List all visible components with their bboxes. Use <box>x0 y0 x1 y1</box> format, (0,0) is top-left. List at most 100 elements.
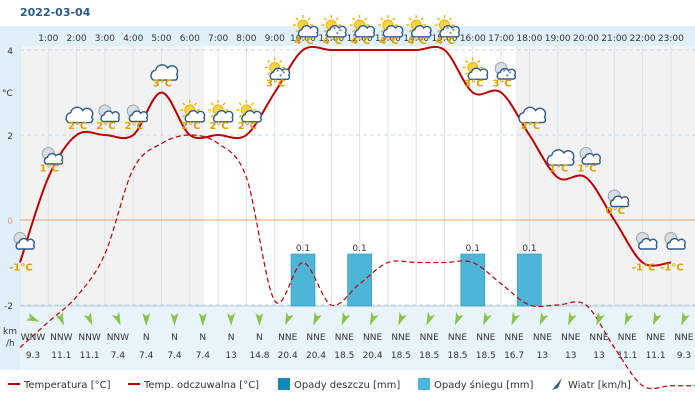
cloud-shape <box>128 110 149 123</box>
hour-label: 20:00 <box>573 34 599 44</box>
temperature-label: 2°C <box>181 121 200 132</box>
sun-ray <box>182 102 186 106</box>
snow-bar <box>517 253 542 307</box>
hour-label: 3:00 <box>95 34 115 44</box>
wind-speed: 20.4 <box>306 351 326 361</box>
chart-date: 2022-03-04 <box>20 6 91 19</box>
wind-direction: NNE <box>420 333 439 343</box>
sun-ray <box>210 114 214 118</box>
hour-label: 11:00 <box>318 34 344 44</box>
legend-swatch <box>418 378 430 390</box>
night-band-early <box>20 46 205 306</box>
legend-item: Opady śniegu [mm] <box>418 378 534 391</box>
temperature-label: 0°C <box>606 206 625 217</box>
wind-speed: 18.5 <box>476 351 496 361</box>
wind-direction: NNE <box>533 333 552 343</box>
sun-ray <box>408 29 412 33</box>
wind-arrow-shape <box>596 311 605 326</box>
wind-direction: N <box>228 333 235 343</box>
hour-label: 17:00 <box>488 34 514 44</box>
wind-arrow-icon <box>55 311 64 326</box>
wind-speed: 7.4 <box>139 351 154 361</box>
temperature-label: 2°C <box>521 121 540 132</box>
wind-arrow-shape <box>568 311 577 326</box>
snow-bars: 0.1 0.1 0.1 0.1 <box>290 244 542 307</box>
wind-speed: 9.3 <box>26 351 40 361</box>
cloudy-night-icon <box>607 189 630 208</box>
wind-arrow-shape <box>426 311 436 326</box>
snowflake: * <box>279 74 282 81</box>
wind-arrow-shape <box>198 313 207 326</box>
hour-label: 8:00 <box>236 34 256 44</box>
temperature-label: 3°C <box>266 79 285 90</box>
wind-arrow-icon <box>426 311 436 326</box>
temperature-label: 4°C <box>294 36 313 47</box>
wind-arrow-icon <box>483 311 492 326</box>
sun-ray <box>364 17 368 21</box>
cloud-shape <box>354 25 376 38</box>
hour-label: 13:00 <box>375 34 401 44</box>
y-axis-ticks: -2 0 2 4 <box>4 47 13 312</box>
wind-speed: 13 <box>537 351 548 361</box>
wind-direction: NNE <box>476 333 495 343</box>
temperature-label: 3°C <box>492 79 511 90</box>
partly-sunny-icon <box>179 100 206 123</box>
partly-sunny-icon <box>462 57 489 80</box>
wind-arrow-icon <box>255 313 264 326</box>
wind-arrow-icon <box>369 311 379 326</box>
temperature-label: 2°C <box>96 121 115 132</box>
wind-arrow-shape <box>341 311 351 326</box>
feels-like-line <box>19 134 695 390</box>
partly-sunny-icon <box>377 15 404 38</box>
sun-ray <box>238 102 242 106</box>
y-axis-unit: °C <box>2 89 13 99</box>
sun-ray <box>182 114 186 118</box>
hour-label: 1:00 <box>38 34 58 44</box>
hour-label: 12:00 <box>347 34 373 44</box>
snow-bar-label: 0.1 <box>296 244 310 254</box>
wind-arrow-shape <box>511 311 521 326</box>
partly-sunny-icon <box>236 100 262 123</box>
y-tick-label: -2 <box>4 302 13 312</box>
wind-row: WNW 9.3 NNW 11.1 NNW 11.1 NNW 7.4 N 7.4 N 7.4 N 7.4 N 1… <box>21 311 694 361</box>
wind-speed: 13 <box>565 351 576 361</box>
hour-label: 15:00 <box>432 34 458 44</box>
temperature-lines <box>19 45 695 390</box>
wind-speed: 11.1 <box>51 351 71 361</box>
wind-speed: 18.5 <box>334 351 354 361</box>
cloud-shape <box>150 64 179 81</box>
temperature-label: 1°C <box>577 164 596 175</box>
sun-ray <box>408 17 412 21</box>
temperature-line <box>19 45 672 267</box>
wind-direction: N <box>171 333 178 343</box>
hour-label: 23:00 <box>658 34 684 44</box>
temperature-label: 4°C <box>351 36 370 47</box>
overcast-icon <box>546 149 575 166</box>
sun-ray <box>420 17 424 21</box>
wind-speed: 14.8 <box>249 351 269 361</box>
wind-speed: 9.3 <box>677 351 691 361</box>
sun-ray <box>250 102 254 106</box>
cloudy-night-icon <box>41 147 64 165</box>
legend-item: Temp. odczuwalna [°C] <box>128 380 259 391</box>
hour-label: 14:00 <box>403 34 429 44</box>
cloud-shape <box>546 149 575 166</box>
wind-direction: NNE <box>589 333 608 343</box>
wind-direction: WNW <box>21 333 46 343</box>
wind-direction: NNW <box>78 333 100 343</box>
hour-label: 6:00 <box>180 34 200 44</box>
legend-label: Opady śniegu [mm] <box>434 379 534 391</box>
legend-item: Wiatr [km/h] <box>552 378 631 391</box>
wind-arrow-icon <box>454 311 464 326</box>
snowflake: * <box>503 69 506 76</box>
hour-label: 18:00 <box>516 34 542 44</box>
legend: Temperatura [°C] Temp. odczuwalna [°C] Opa… <box>8 378 631 391</box>
cloud-shape <box>212 110 234 123</box>
temperature-label: 2°C <box>238 121 257 132</box>
partly-sunny-icon <box>208 100 234 123</box>
snow-bar-label: 0.1 <box>522 244 536 254</box>
wind-arrow-icon <box>539 311 549 326</box>
sun-ray <box>335 17 339 21</box>
overcast-icon <box>150 64 179 81</box>
wind-speed: 7.4 <box>196 351 211 361</box>
